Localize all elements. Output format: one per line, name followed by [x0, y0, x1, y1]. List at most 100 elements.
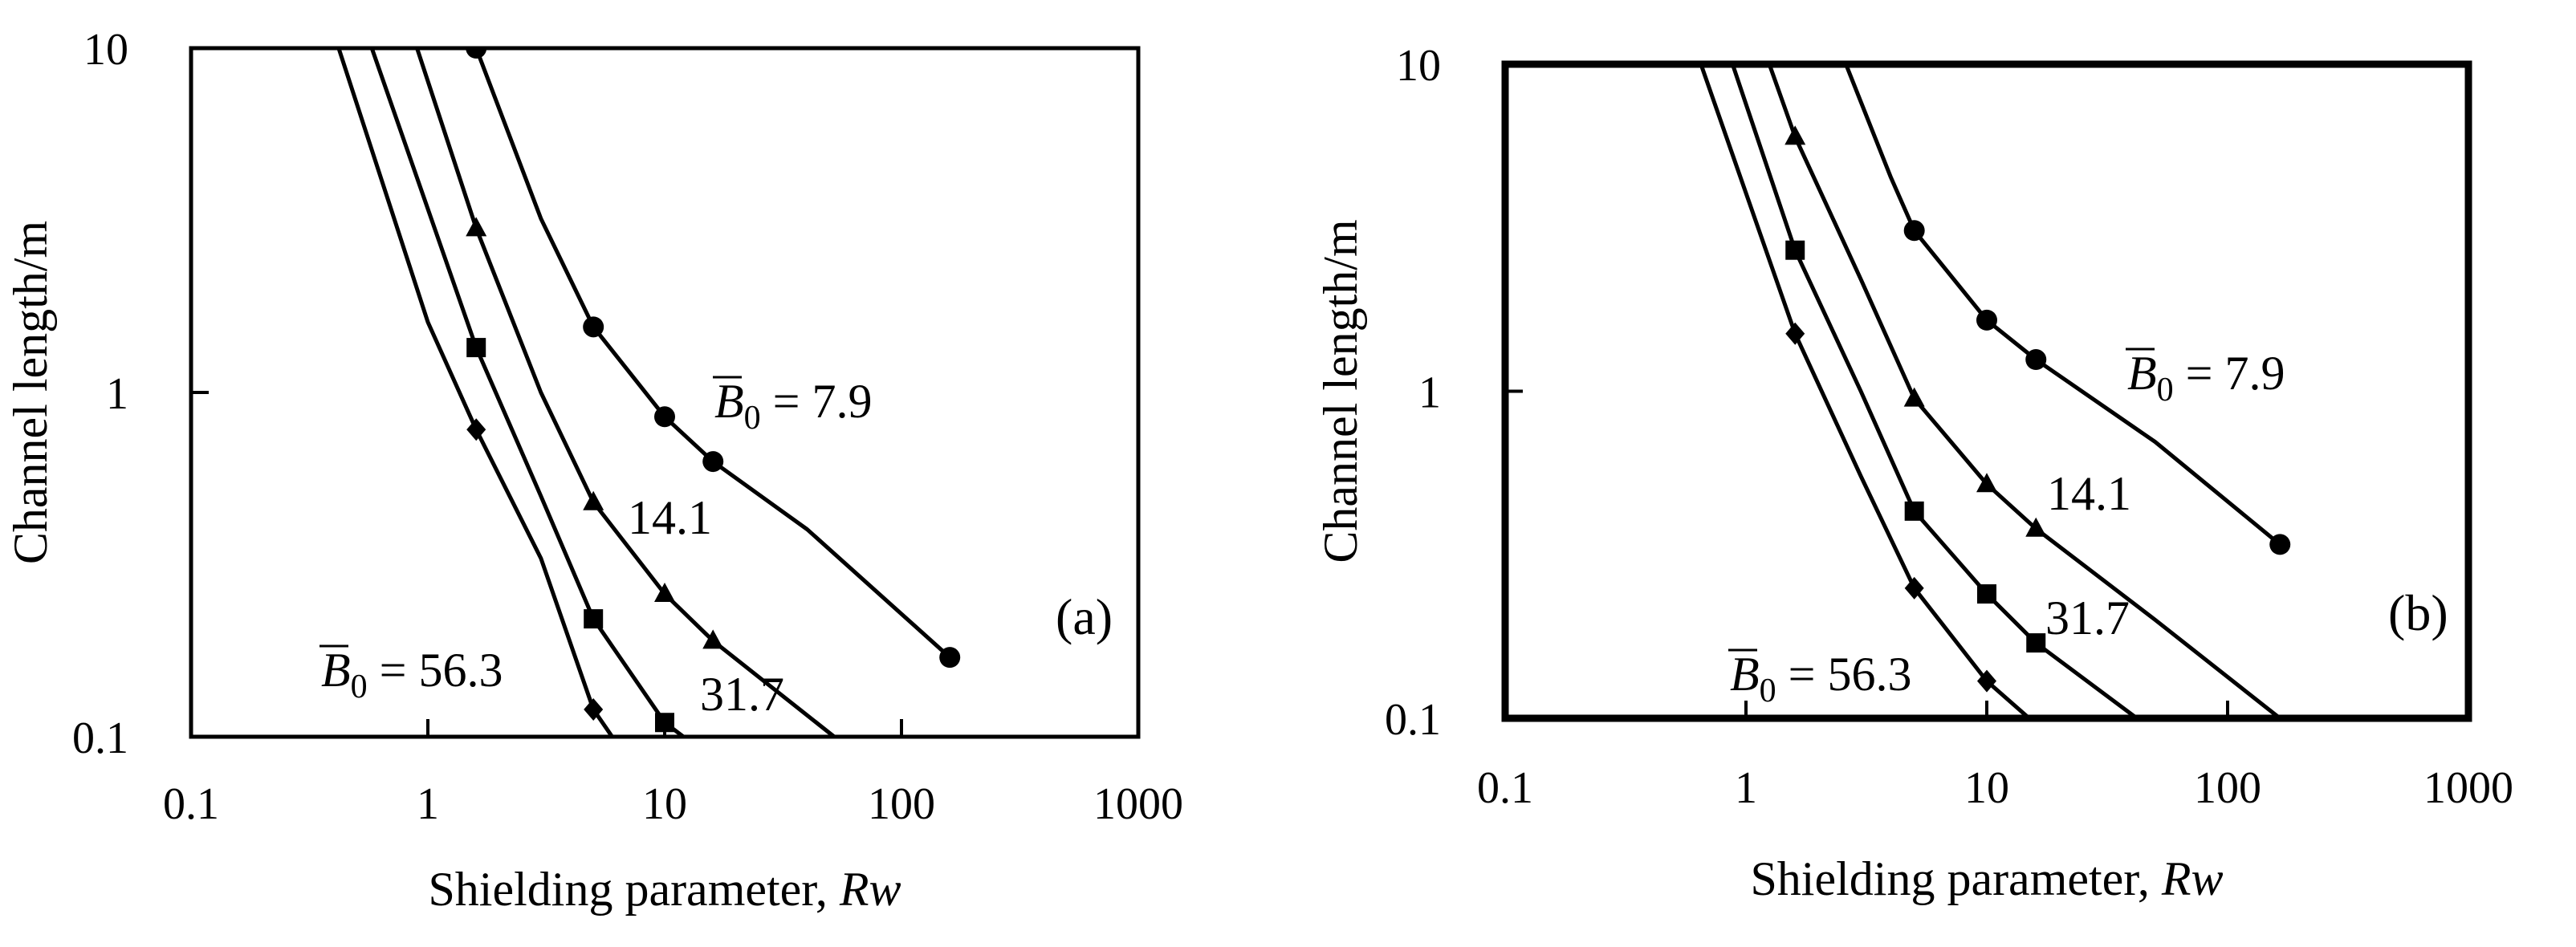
- curve-label-7.9: B0 = 7.9: [714, 375, 873, 437]
- y-axis: 0.1 1 10 Channel length/m: [4, 25, 209, 763]
- equals-sign: =: [368, 644, 419, 697]
- curve-label-14.1: 14.1: [2047, 467, 2131, 520]
- data-point: [939, 647, 961, 669]
- x-axis-title-symbol: Rw: [839, 863, 901, 916]
- x-axis: 0.1 1 10 100 1000 Shielding parameter, Rw: [163, 719, 1183, 916]
- series-group: [336, 48, 961, 737]
- data-point: [466, 338, 486, 358]
- y-axis: 0.1 1 10 Channel length/m: [1314, 41, 1523, 745]
- x-tick-label: 1000: [1093, 779, 1183, 829]
- x-tick-label: 0.1: [163, 779, 219, 829]
- data-point: [2269, 534, 2291, 555]
- curve-label-31.7: 31.7: [700, 668, 784, 721]
- data-point: [1903, 387, 1925, 407]
- data-point: [1977, 669, 1996, 693]
- data-point: [1903, 220, 1925, 242]
- data-point: [466, 48, 487, 59]
- data-point: [654, 582, 675, 602]
- y-tick-label: 0.1: [72, 713, 128, 763]
- data-point: [583, 316, 604, 338]
- data-point: [466, 217, 487, 237]
- panel-label: (a): [1056, 588, 1113, 645]
- x-tick-label: 100: [868, 779, 935, 829]
- data-point: [2026, 633, 2046, 653]
- curve-value: 31.7: [2045, 591, 2130, 644]
- x-axis-title: Shielding parameter, Rw: [1750, 852, 2223, 905]
- data-point: [1976, 473, 1997, 493]
- data-point: [1785, 240, 1805, 260]
- symbol-B: B: [2127, 347, 2157, 400]
- curve-labels: B0 = 7.914.131.7B0 = 56.3: [319, 375, 873, 721]
- data-point: [702, 629, 724, 649]
- curve-label-56.3: B0 = 56.3: [321, 644, 503, 705]
- y-axis-title: Channel length/m: [4, 221, 57, 564]
- curve-value: 14.1: [2047, 467, 2131, 520]
- curve-labels: B0 = 7.914.131.7B0 = 56.3: [1728, 347, 2285, 709]
- curve-value: 56.3: [419, 644, 503, 697]
- data-point: [1785, 322, 1805, 345]
- data-point: [655, 713, 674, 733]
- x-axis-title: Shielding parameter, Rw: [428, 863, 901, 916]
- plot-frame: [189, 46, 1141, 739]
- curve-value: 56.3: [1828, 648, 1912, 701]
- series-line-56.3: [336, 48, 614, 737]
- x-axis-title-text: Shielding parameter,: [1750, 852, 2161, 905]
- series-line-56.3: [1699, 64, 2031, 718]
- x-tick-label: 10: [1964, 763, 2009, 813]
- symbol-B: B: [321, 644, 351, 697]
- symbol-subscript: 0: [1760, 673, 1776, 709]
- symbol-subscript: 0: [744, 400, 761, 437]
- curve-label-56.3: B0 = 56.3: [1730, 648, 1912, 709]
- y-axis-title: Channel length/m: [1314, 219, 1367, 563]
- curve-value: 31.7: [700, 668, 784, 721]
- data-point: [1904, 576, 1924, 599]
- y-tick-label: 10: [1396, 41, 1441, 91]
- y-tick-label: 0.1: [1385, 695, 1441, 745]
- curve-value: 7.9: [2225, 347, 2285, 400]
- data-point: [2025, 349, 2047, 371]
- data-point: [1977, 584, 1996, 604]
- data-point: [1976, 309, 1997, 331]
- series-group: [1699, 64, 2291, 718]
- data-point: [2025, 517, 2047, 537]
- x-axis-title-text: Shielding parameter,: [428, 863, 839, 916]
- x-axis-title-symbol: Rw: [2161, 852, 2224, 905]
- data-point: [584, 698, 604, 721]
- y-tick-label: 1: [1418, 368, 1441, 418]
- equals-sign: =: [1776, 648, 1828, 701]
- equals-sign: =: [761, 375, 812, 428]
- y-tick-label: 1: [106, 369, 128, 419]
- series-line-14.1: [1767, 64, 2281, 718]
- curve-value: 14.1: [628, 491, 712, 544]
- plot-frame: [1501, 60, 2472, 722]
- curve-value: 7.9: [812, 375, 873, 428]
- x-tick-label: 0.1: [1477, 763, 1533, 813]
- x-axis: 0.1 1 10 100 1000 Shielding parameter, Rw: [1477, 701, 2513, 905]
- data-point: [583, 490, 604, 510]
- x-tick-label: 100: [2194, 763, 2261, 813]
- x-tick-label: 1: [417, 779, 439, 829]
- symbol-subscript: 0: [2157, 372, 2174, 408]
- curve-label-31.7: 31.7: [2045, 591, 2130, 644]
- curve-label-14.1: 14.1: [628, 491, 712, 544]
- data-point: [702, 451, 724, 473]
- curve-label-7.9: B0 = 7.9: [2127, 347, 2285, 408]
- symbol-B: B: [1730, 648, 1760, 701]
- data-point: [1904, 501, 1924, 521]
- series-line-7.9: [474, 48, 951, 659]
- x-tick-label: 1: [1735, 763, 1757, 813]
- symbol-subscript: 0: [351, 669, 368, 705]
- symbol-B: B: [714, 375, 744, 428]
- x-tick-label: 1000: [2423, 763, 2513, 813]
- data-point: [466, 418, 486, 441]
- x-tick-label: 10: [642, 779, 687, 829]
- y-tick-label: 10: [83, 25, 128, 75]
- equals-sign: =: [2174, 347, 2225, 400]
- data-point: [584, 609, 604, 629]
- panel-label: (b): [2388, 584, 2448, 641]
- data-point: [654, 406, 675, 428]
- data-point: [1784, 125, 1806, 145]
